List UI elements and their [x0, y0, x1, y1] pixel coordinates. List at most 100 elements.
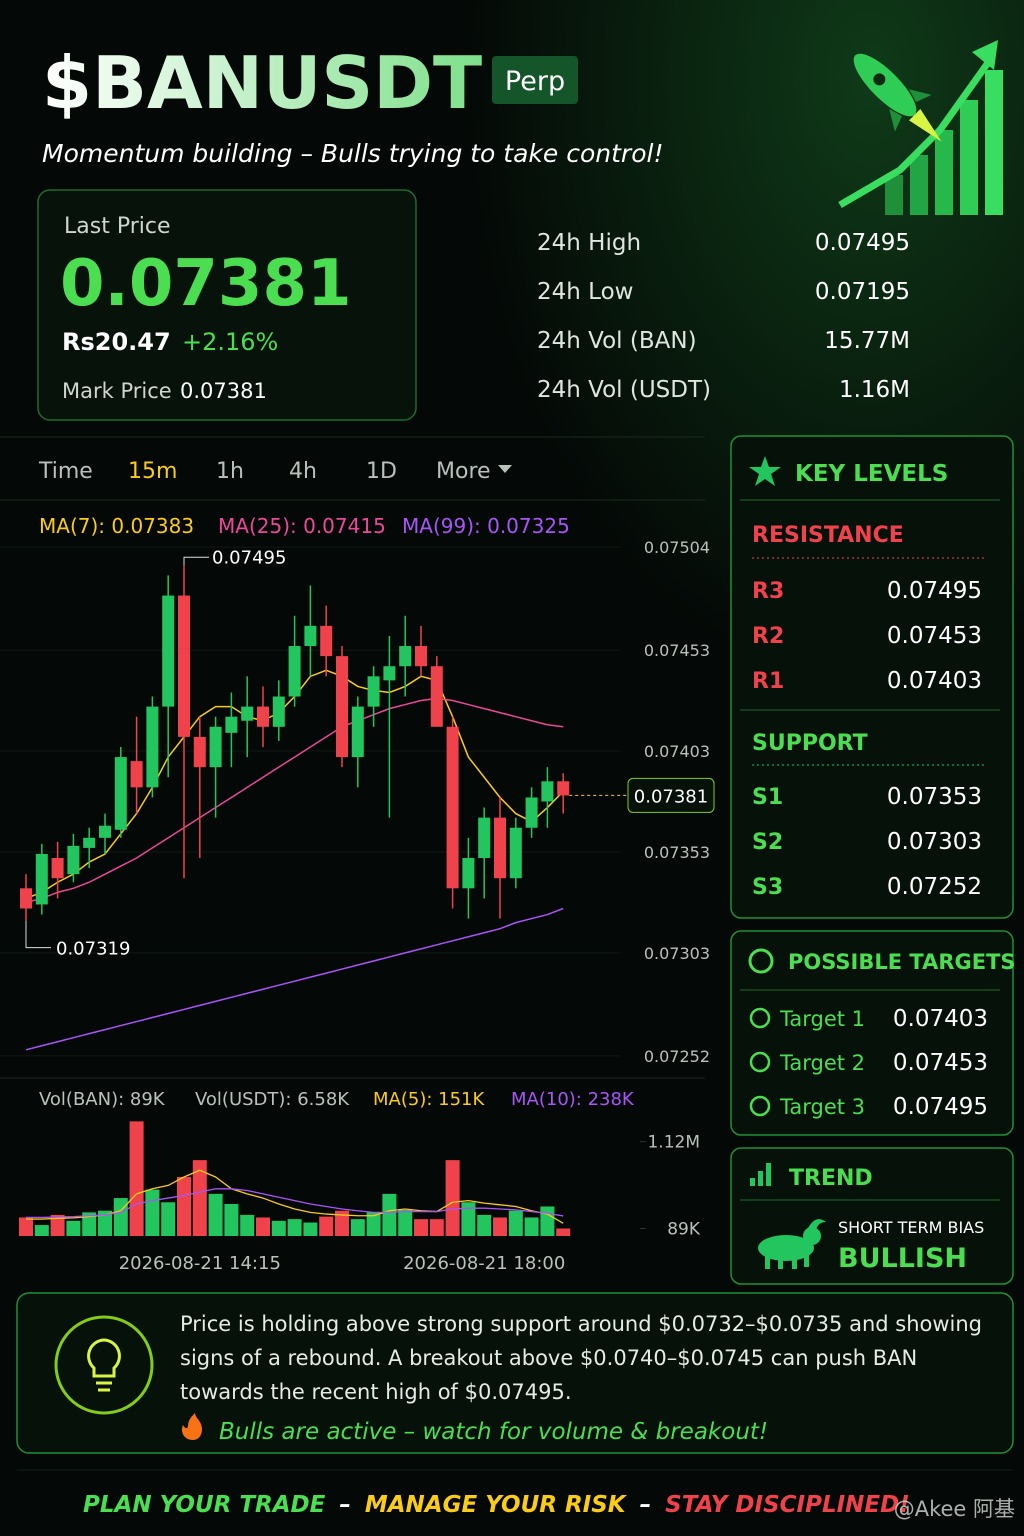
y-tick-label: 0.07504	[644, 538, 710, 557]
volume-bar	[177, 1177, 191, 1236]
ma-line	[25, 907, 564, 1051]
timeframe-tab[interactable]: 15m	[128, 459, 177, 484]
y-tick-label: 0.07353	[644, 843, 710, 862]
volume-bar	[19, 1217, 33, 1236]
stat-value: 15.77M	[824, 328, 910, 354]
volume-bar	[192, 1160, 207, 1236]
legend-entry: MA(99): 0.07325	[402, 514, 570, 538]
legend-entry: MA(7): 0.07383	[39, 514, 194, 538]
timeframe-tab[interactable]: More	[436, 459, 491, 484]
target-value: 0.07453	[893, 1050, 988, 1076]
subtitle: Momentum building – Bulls trying to take…	[42, 139, 663, 168]
volume-bar	[477, 1214, 492, 1236]
volume-bar	[224, 1203, 239, 1236]
annotation-line	[183, 556, 209, 566]
panel-title: POSSIBLE TARGETS	[788, 950, 1016, 974]
volume-ma-line	[26, 1169, 564, 1224]
volume-bar	[524, 1217, 539, 1236]
stat-label: 24h Low	[537, 279, 633, 305]
timeframe-tab[interactable]: 1h	[216, 459, 244, 484]
candle-body	[383, 666, 396, 681]
note-line: Price is holding above strong support ar…	[180, 1312, 982, 1336]
target-value: 0.07495	[893, 1094, 988, 1120]
volume-bar	[240, 1214, 255, 1236]
candle-body	[541, 781, 554, 802]
level-name: R2	[752, 624, 784, 649]
volume-bar	[493, 1217, 507, 1236]
trend-icon	[750, 1163, 771, 1186]
candle-body	[193, 736, 206, 768]
fiat-price: Rs20.47	[62, 328, 171, 356]
bull-icon	[758, 1219, 826, 1269]
target-name: Target 2	[779, 1051, 865, 1075]
targets-panel	[730, 930, 1014, 1136]
candle-body	[257, 706, 269, 727]
volume-bar	[350, 1219, 365, 1236]
target-icon	[749, 1007, 771, 1029]
candle-body	[20, 888, 32, 909]
y-tick-label: 0.07252	[644, 1047, 710, 1066]
candle-body	[399, 646, 412, 667]
volume-bar	[508, 1210, 523, 1236]
footer-text: –	[640, 1492, 652, 1518]
timeframe-tab[interactable]: 1D	[366, 459, 397, 484]
watermark: @Akee 阿基	[894, 1497, 1015, 1521]
trend-value: BULLISH	[838, 1243, 967, 1274]
candle-body	[162, 595, 175, 707]
volume-bar	[398, 1209, 413, 1236]
rocket-illustration	[838, 40, 1003, 215]
candle-body	[415, 646, 427, 667]
candle-body	[557, 781, 570, 796]
candle-body	[51, 858, 64, 879]
volume-bar	[461, 1202, 476, 1236]
mark-price: 0.07381	[180, 379, 267, 403]
y-tick-label: 1.12M	[647, 1133, 700, 1153]
section-title: RESISTANCE	[752, 523, 904, 548]
candle-body	[494, 817, 506, 879]
stat-label: 24h Vol (USDT)	[537, 377, 711, 403]
candle-body	[351, 706, 364, 758]
dropdown-arrow[interactable]	[498, 465, 512, 473]
candle-body	[114, 757, 127, 830]
volume-bar	[445, 1160, 460, 1236]
volume-bar	[319, 1216, 334, 1236]
timeframe-tab[interactable]: 4h	[289, 459, 317, 484]
y-tick-label: 0.07403	[644, 742, 710, 761]
volume-bar	[429, 1219, 444, 1236]
x-tick-label: 2026-08-21 18:00	[403, 1253, 565, 1274]
price-card	[37, 189, 417, 421]
stat-value: 0.07195	[815, 279, 910, 305]
volume-bar	[82, 1212, 97, 1236]
panel-title: KEY LEVELS	[795, 461, 948, 487]
level-value: 0.07403	[887, 668, 982, 694]
volume-bar	[540, 1206, 555, 1236]
target-name: Target 1	[779, 1007, 865, 1031]
label: Last Price	[64, 214, 171, 239]
stat-value: 0.07495	[815, 230, 910, 256]
volume-bar	[303, 1222, 318, 1236]
level-name: R1	[752, 669, 784, 694]
last-price-box	[627, 777, 715, 813]
legend-entry: MA(10): 238K	[511, 1089, 635, 1110]
trend-label: SHORT TERM BIAS	[838, 1218, 984, 1237]
star-icon	[749, 456, 781, 486]
candle-body	[367, 676, 380, 707]
footer-text: –	[339, 1492, 351, 1518]
volume-bar	[98, 1210, 112, 1236]
level-value: 0.07353	[887, 784, 982, 810]
volume-bar	[50, 1214, 65, 1236]
label: Mark Price	[62, 379, 172, 403]
level-name: R3	[752, 579, 784, 604]
candle-body	[272, 696, 285, 727]
stat-label: 24h Vol (BAN)	[537, 328, 697, 354]
level-value: 0.07252	[887, 874, 982, 900]
level-value: 0.07453	[887, 623, 982, 649]
volume-bar	[66, 1220, 81, 1236]
level-name: S2	[752, 830, 783, 855]
volume-bar	[556, 1228, 571, 1236]
candle-body	[209, 726, 222, 768]
volume-bar	[271, 1220, 286, 1236]
candle-body	[478, 817, 491, 859]
note-line: towards the recent high of $0.07495.	[180, 1380, 572, 1404]
